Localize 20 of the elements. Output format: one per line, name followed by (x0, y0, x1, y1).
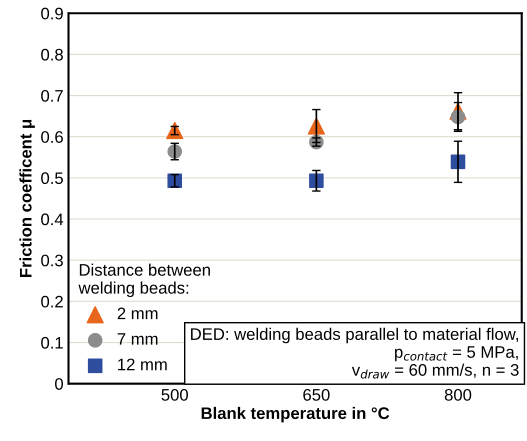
y-tick-label: 0.7 (41, 90, 63, 102)
x-tick-label: 650 (303, 388, 330, 401)
y-tick-label: 0.1 (41, 336, 63, 349)
x-axis-title: Blank temperature in °C (202, 406, 390, 422)
x-tick-label: 500 (162, 388, 188, 401)
legend-label: 12 mm (118, 358, 167, 370)
legend-title: Distance between welding beads: (78, 264, 210, 298)
legend-label: 7 mm (118, 333, 158, 345)
y-tick-label: 0 (55, 378, 63, 390)
y-tick-label: 0.5 (41, 172, 63, 184)
y-tick-label: 0.2 (41, 296, 63, 308)
y-tick-label: 0.9 (41, 8, 63, 20)
legend-label: 2 mm (118, 308, 158, 320)
y-tick-label: 0.8 (41, 48, 63, 61)
text: DED: welding beads parallel to material flow, p$_{contact}$ = 5 MPa, v$_{draw}$ = 60 mm/s, n = 3 (191, 328, 519, 379)
y-tick-label: 0.6 (41, 131, 63, 143)
y-tick-label: 0.4 (41, 213, 64, 226)
x-tick-label: 800 (444, 388, 472, 401)
y-tick-label: 0.3 (41, 254, 63, 266)
y-axis-title: Friction coefficent μ (19, 120, 35, 277)
